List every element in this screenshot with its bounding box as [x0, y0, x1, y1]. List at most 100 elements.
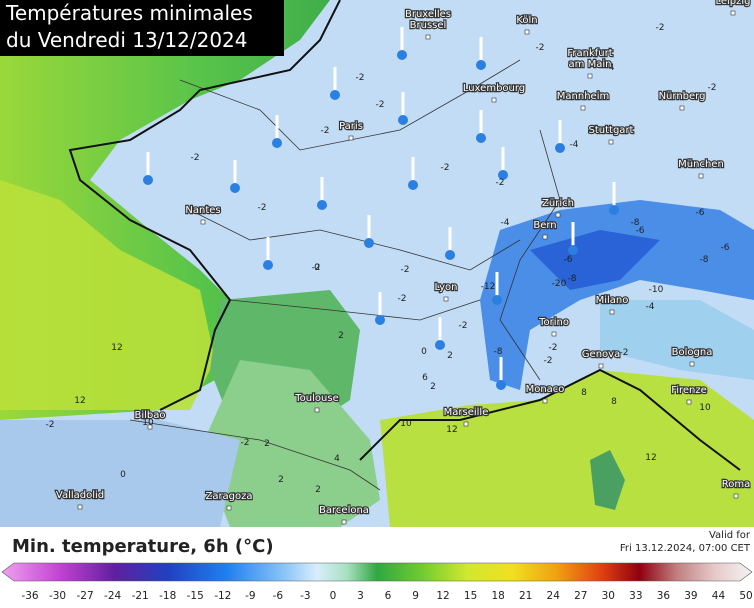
isotherm-label: 2	[430, 382, 436, 392]
isotherm-label: -4	[570, 140, 579, 150]
city-label: Toulouse	[294, 393, 338, 404]
isotherm-label: -6	[564, 255, 573, 265]
city-label: Frankfurt	[567, 48, 612, 59]
valid-label: Valid for	[709, 530, 751, 541]
isotherm-label: 0	[314, 263, 320, 273]
city-marker	[463, 421, 469, 427]
thermometer-bulb	[476, 133, 486, 143]
thermometer	[499, 357, 503, 381]
city-label: Bruxelles	[405, 9, 451, 20]
scale-tick-label: -36	[21, 590, 38, 602]
thermometer	[558, 120, 562, 144]
thermometer	[275, 115, 279, 139]
city-marker	[200, 219, 206, 225]
isotherm-label: -2	[191, 153, 200, 163]
scale-tick-label: 0	[330, 590, 337, 602]
scale-tick-label: 44	[712, 590, 726, 602]
city-label: München	[678, 159, 724, 170]
city-label: Nürnberg	[659, 91, 706, 102]
thermometer	[612, 182, 616, 206]
city-label: Lyon	[434, 282, 457, 293]
city-label: Paris	[339, 121, 363, 132]
city-label: Marseille	[444, 407, 489, 418]
city-label: Genova	[582, 349, 620, 360]
city-marker	[542, 234, 548, 240]
city-marker	[686, 399, 692, 405]
isotherm-label: -2	[549, 343, 558, 353]
scale-tick-label: -27	[76, 590, 93, 602]
city-label: Milano	[596, 295, 629, 306]
isotherm-label: 12	[446, 425, 457, 435]
map	[0, 0, 754, 527]
city-label: Brussel	[410, 20, 447, 31]
city-marker	[598, 363, 604, 369]
scale-tick-label: 50	[739, 590, 752, 602]
city-label: Zürich	[542, 198, 574, 209]
isotherm-label: 2	[315, 485, 321, 495]
thermometer	[479, 37, 483, 61]
thermometer	[411, 157, 415, 181]
thermometer	[438, 317, 442, 341]
isotherm-label: 10	[142, 418, 154, 428]
isotherm-label: -2	[401, 265, 410, 275]
scale-tick-label: -9	[245, 590, 255, 602]
scale-tick-label: 9	[412, 590, 419, 602]
isotherm-label: -12	[481, 282, 496, 292]
thermometer-bulb	[397, 50, 407, 60]
thermometer-bulb	[317, 200, 327, 210]
thermometer-bulb	[408, 180, 418, 190]
thermometer	[479, 110, 483, 134]
thermometer-bulb	[498, 170, 508, 180]
scale-tick-label: 36	[657, 590, 671, 602]
thermometer-bulb	[568, 245, 578, 255]
isotherm-label: 12	[74, 396, 85, 406]
city-label: Leipzig	[715, 0, 750, 7]
city-label: Köln	[516, 15, 537, 26]
isotherm-label: 2	[338, 331, 344, 341]
city-label: Bilbao	[134, 410, 165, 421]
thermometer	[266, 237, 270, 261]
city-marker	[542, 398, 548, 404]
city-marker	[698, 173, 704, 179]
isotherm-label: 12	[645, 453, 656, 463]
city-marker	[425, 34, 431, 40]
city-marker	[226, 505, 232, 511]
thermometer	[320, 177, 324, 201]
thermometer	[333, 67, 337, 91]
city-marker	[551, 331, 557, 337]
thermometer	[401, 92, 405, 116]
isotherm-label: -8	[494, 347, 503, 357]
city-marker	[147, 424, 153, 430]
scale-tick-label: -24	[104, 590, 121, 602]
scale-tick-label: 27	[574, 590, 587, 602]
thermometer-bulb	[143, 175, 153, 185]
thermometer-bulb	[496, 380, 506, 390]
thermometer	[233, 160, 237, 184]
thermometer-bulb	[445, 250, 455, 260]
city-marker	[730, 10, 736, 16]
scale-tick-label: 21	[519, 590, 532, 602]
city-label: Barcelona	[319, 505, 369, 516]
thermometer-bulb	[398, 115, 408, 125]
isotherm-label: -2	[258, 203, 267, 213]
color-bar	[1, 562, 753, 582]
isotherm-label: 2	[278, 475, 284, 485]
city-marker	[314, 407, 320, 413]
isotherm-label: 4	[334, 454, 340, 464]
isotherm-label: 12	[111, 343, 122, 353]
isotherm-label: -2	[321, 126, 330, 136]
thermometer-bulb	[364, 238, 374, 248]
scale-tick-label: 24	[547, 590, 561, 602]
city-marker	[608, 139, 614, 145]
city-marker	[587, 73, 593, 79]
city-marker	[443, 296, 449, 302]
city-label: Luxembourg	[463, 83, 525, 94]
isotherm-label: -4	[501, 218, 510, 228]
title-line: du Vendredi 13/12/2024	[6, 28, 248, 52]
city-label: Monaco	[526, 384, 565, 395]
isotherm-label: -2	[496, 178, 505, 188]
city-label: Nantes	[185, 205, 220, 216]
isotherm-label: -6	[636, 226, 645, 236]
